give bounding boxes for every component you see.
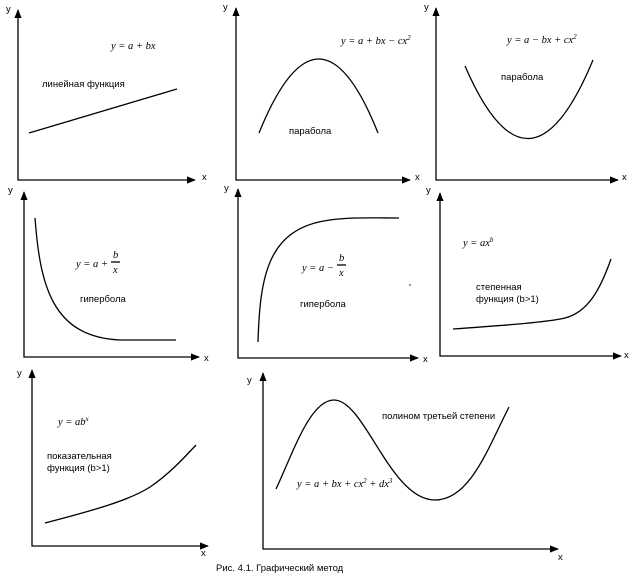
stray-dot [409,284,411,286]
panel-label-line1: показательная [47,451,112,462]
panel-label-line1: степенная [476,282,522,293]
equation: y = a − [301,263,334,274]
parabola-curve [464,59,594,140]
x-axis-label: x [622,172,627,183]
axes [259,372,559,553]
panel-exponential-function: y x показательная функция (b>1) y = abx [17,368,209,559]
equation-denominator: x [112,265,118,276]
equation-numerator: b [339,253,344,264]
x-axis-label: x [423,354,428,365]
panel-cubic-polynomial: y x полином третьей степени y = a + bx +… [247,372,563,563]
x-axis-label: x [415,172,420,183]
axes [234,188,419,362]
x-axis-label: x [202,172,207,183]
x-axis-label: x [201,548,206,559]
panel-parabola-down: y x парабола y = a + bx − cx2 [223,2,420,184]
axes [436,192,622,360]
y-axis-label: y [426,185,431,196]
x-axis-label: x [624,350,629,361]
cubic-curve [275,399,510,501]
axes [28,369,209,550]
axes [232,7,411,184]
power-curve [452,258,612,330]
equation: y = abx [57,415,90,428]
panel-label: гипербола [300,299,347,310]
panel-label: парабола [501,72,544,83]
panel-label: гипербола [80,294,127,305]
y-axis-label: y [224,183,229,194]
parabola-curve [258,58,379,134]
x-axis-label: x [558,552,563,563]
equation-numerator: b [113,250,118,261]
panel-linear: y x линейная функция y = a + bx [6,4,207,184]
panel-label: линейная функция [42,79,125,90]
axes [20,191,200,361]
hyperbola-curve [34,217,176,341]
y-axis-label: y [247,375,252,386]
equation: y = a + bx + cx2 + dx3 [296,477,393,490]
y-axis-label: y [223,2,228,13]
y-axis-label: y [424,2,429,13]
y-axis-label: y [17,368,22,379]
equation: y = a + bx − cx2 [340,34,411,47]
x-axis-label: x [204,353,209,364]
axes [432,7,619,184]
exponential-curve [44,444,197,524]
panel-hyperbola-increasing: y x гипербола y = a − b x [224,183,428,365]
panel-label-line2: функция (b>1) [476,294,539,305]
equation: y = a − bx + cx2 [506,33,577,46]
equation: y = a + bx [110,41,156,52]
panel-parabola-up: y x парабола y = a − bx + cx2 [424,2,627,184]
panel-label: полином третьей степени [382,411,495,422]
panel-label-line2: функция (b>1) [47,463,110,474]
equation: y = axb [462,236,494,249]
panel-hyperbola-decreasing: y x гипербола y = a + b x [8,185,209,364]
equation: y = a + [75,259,108,270]
axes [14,9,196,184]
panel-power-function: y x степенная функция (b>1) y = axb [426,185,629,361]
panel-label: парабола [289,126,332,137]
figure-caption: Рис. 4.1. Графический метод [216,563,344,574]
y-axis-label: y [8,185,13,196]
equation-denominator: x [338,268,344,279]
hyperbola-curve [257,217,400,343]
y-axis-label: y [6,4,11,15]
linear-curve [28,88,178,134]
